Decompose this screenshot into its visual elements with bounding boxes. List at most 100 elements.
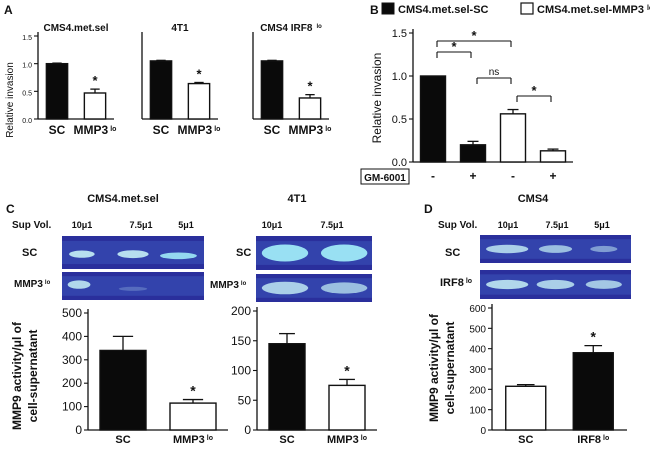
- panel-c-ylabel: cell-supernatant: [26, 330, 40, 423]
- y-tick-label: 50: [238, 393, 252, 407]
- gel-band: [159, 252, 197, 260]
- treatment-sign: -: [431, 169, 435, 183]
- y-tick-label: 150: [231, 334, 251, 348]
- y-tick-label: 0: [244, 423, 251, 437]
- panel-d-ylabel: cell-supernatant: [443, 322, 457, 415]
- y-tick-label: 100: [469, 406, 486, 417]
- gel-title: 4T1: [288, 193, 307, 205]
- chart-title: 4T1: [171, 23, 189, 34]
- y-tick-label: 0.5: [22, 90, 32, 97]
- gel-cms4-irf8: [480, 270, 631, 299]
- sup-vol-label: Sup Vol.: [438, 220, 477, 231]
- y-tick-label: 500: [469, 324, 486, 335]
- bar: [99, 349, 147, 431]
- superscript: lo: [325, 126, 331, 133]
- significance-star: *: [307, 79, 313, 94]
- category-label: IRF8 lo: [577, 434, 609, 446]
- treatment-label: GM-6001: [364, 173, 406, 184]
- category-label: SC: [115, 434, 130, 446]
- gel-row-label: IRF8 lo: [440, 277, 472, 289]
- y-tick-label: 0: [75, 423, 82, 437]
- treatment-box: [360, 168, 410, 185]
- bar: [260, 60, 284, 120]
- treatment-sign: +: [549, 169, 556, 183]
- superscript: lo: [214, 126, 220, 133]
- superscript: lo: [207, 435, 213, 442]
- category-label: MMP3 lo: [178, 123, 221, 137]
- superscript: lo: [603, 435, 609, 442]
- gel-band: [69, 250, 95, 258]
- treatment-sign: -: [511, 169, 515, 183]
- gel-band: [486, 244, 529, 254]
- gel-band: [320, 244, 368, 262]
- volume-label: 7.5μ1: [545, 220, 568, 230]
- bar: [298, 97, 322, 120]
- bar: [328, 384, 366, 431]
- bar: [149, 60, 173, 120]
- category-label: MMP3 lo: [327, 434, 367, 446]
- legend-swatch-black: [381, 2, 395, 15]
- y-tick-label: 1.5: [392, 28, 407, 40]
- bar: [45, 62, 69, 120]
- superscript: lo: [466, 278, 472, 285]
- significance-star: *: [344, 362, 350, 378]
- volume-label: 10μ1: [498, 220, 519, 230]
- bar: [499, 113, 527, 163]
- bar: [268, 343, 306, 431]
- bar: [83, 92, 107, 120]
- gel-4t1-mmp3: [256, 274, 372, 302]
- gel-band: [117, 250, 149, 259]
- category-label: MMP3 lo: [289, 123, 332, 137]
- category-label: MMP3 lo: [74, 123, 117, 137]
- y-tick-label: 400: [469, 345, 486, 356]
- treatment-sign: +: [469, 169, 476, 183]
- y-tick-label: 500: [62, 306, 82, 320]
- panel-c-ylabel: MMP9 activity/μl of: [10, 321, 24, 430]
- gel-row-label: MMP3 lo: [210, 280, 247, 291]
- y-tick-label: 0.5: [392, 114, 407, 126]
- gel-band: [320, 282, 368, 294]
- gel-band: [536, 279, 575, 290]
- panel-d-ylabel: MMP9 activity/μl of: [427, 313, 441, 422]
- y-tick-label: 1.0: [22, 63, 32, 70]
- panel-label-a: A: [4, 3, 13, 17]
- gel-cms4metsel-sc: [62, 236, 204, 269]
- chart-title: CMS4 IRF8 lo: [260, 23, 322, 34]
- panel-label-c: C: [6, 202, 15, 216]
- category-label: SC: [279, 434, 294, 446]
- volume-label: 10μ1: [262, 220, 283, 230]
- gel-band: [590, 245, 618, 253]
- gel-cms4-sc: [480, 235, 631, 263]
- significance-star: *: [196, 66, 202, 81]
- y-tick-label: 0.0: [392, 157, 407, 169]
- y-tick-label: 300: [62, 353, 82, 367]
- y-tick-label: 200: [62, 376, 82, 390]
- y-tick-label: 0: [480, 426, 486, 437]
- gel-title: CMS4: [518, 193, 549, 205]
- bar: [419, 75, 447, 163]
- gel-title: CMS4.met.sel: [87, 193, 159, 205]
- gel-band: [585, 280, 622, 289]
- category-label: SC: [264, 123, 281, 137]
- panel-a-ylabel: Relative invasion: [5, 62, 16, 138]
- significance-star: *: [190, 383, 196, 399]
- gel-4t1-sc: [256, 236, 372, 270]
- bar: [572, 352, 614, 431]
- superscript: lo: [316, 24, 322, 30]
- volume-label: 10μ1: [72, 220, 93, 230]
- volume-label: 7.5μ1: [129, 220, 152, 230]
- y-tick-label: 100: [231, 364, 251, 378]
- chart-title: CMS4.met.sel: [43, 23, 108, 34]
- y-tick-label: 300: [469, 365, 486, 376]
- y-tick-label: 1.0: [392, 71, 407, 83]
- superscript: lo: [647, 5, 650, 12]
- category-label: SC: [518, 434, 533, 446]
- y-tick-label: 0.0: [22, 118, 32, 125]
- panel-label-d: D: [424, 202, 433, 216]
- volume-label: 5μ1: [178, 220, 194, 230]
- gel-row-label: SC: [236, 247, 251, 259]
- gel-row-label: SC: [445, 247, 460, 259]
- panel-label-b: B: [370, 3, 379, 17]
